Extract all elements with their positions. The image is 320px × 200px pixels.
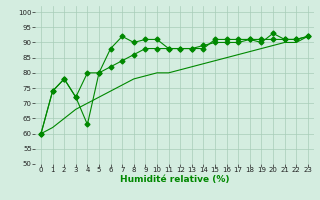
- X-axis label: Humidité relative (%): Humidité relative (%): [120, 175, 229, 184]
